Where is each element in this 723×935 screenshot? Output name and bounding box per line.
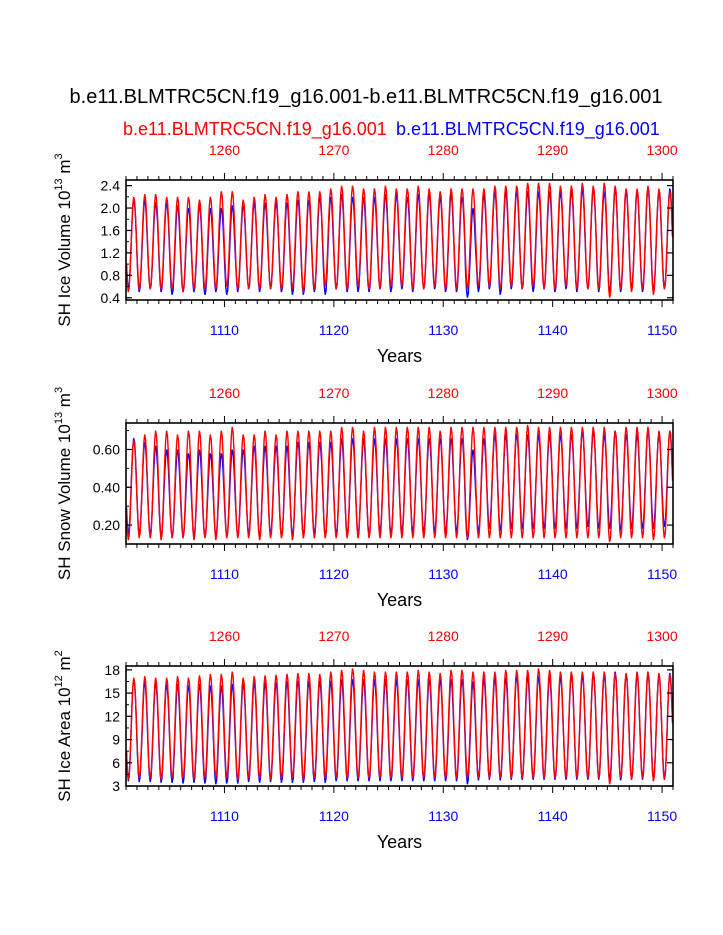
y-tick-label: 0.40 — [93, 479, 120, 495]
y-tick-label: 2.0 — [101, 200, 121, 216]
x-tick-label: 1110 — [210, 808, 239, 824]
x-axis-label: Years — [377, 590, 422, 610]
x-tick-label: 1110 — [210, 566, 239, 582]
panel-3: 3 6 9 12 15 18 1110 1120 1130 1140 1150 1260 1270 128… — [53, 628, 678, 852]
y-tick-label: 0.20 — [93, 517, 120, 533]
y-tick-label: 0.60 — [93, 441, 120, 457]
top-x-tick-label: 1290 — [537, 142, 568, 158]
top-x-tick-label: 1260 — [209, 628, 240, 644]
panel-1: 0.4 0.8 1.2 1.6 2.0 2.4 1110 1120 1130 1140 1150 12… — [53, 142, 678, 366]
legend-blue-label: b.e11.BLMTRC5CN.f19_g16.001 — [396, 119, 660, 140]
y-tick-label: 15 — [104, 685, 120, 701]
y-tick-label: 18 — [104, 662, 120, 678]
y-tick-label: 6 — [112, 755, 120, 771]
panel-2: 0.20 0.40 0.60 1110 1120 1130 1140 1150 1260 1270… — [53, 385, 678, 610]
x-tick-label: 1140 — [538, 808, 568, 824]
top-x-tick-label: 1280 — [428, 385, 459, 401]
y-axis-label: SH Ice Area 1012 m2 — [53, 650, 74, 802]
x-tick-label: 1150 — [647, 322, 677, 338]
x-tick-label: 1140 — [538, 322, 568, 338]
y-tick-label: 0.4 — [101, 290, 121, 306]
y-tick-label: 1.6 — [101, 222, 121, 238]
y-axis-label: SH Ice Volume 1013 m3 — [53, 153, 74, 326]
top-x-tick-label: 1290 — [537, 628, 568, 644]
x-tick-label: 1120 — [319, 322, 349, 338]
y-tick-label: 12 — [104, 708, 120, 724]
x-tick-label: 1150 — [647, 808, 677, 824]
y-tick-label: 0.8 — [101, 267, 121, 283]
x-tick-label: 1150 — [647, 566, 677, 582]
series-line-red — [126, 182, 673, 298]
top-x-tick-label: 1260 — [209, 142, 240, 158]
top-x-tick-label: 1260 — [209, 385, 240, 401]
top-x-tick-label: 1290 — [537, 385, 568, 401]
top-x-tick-label: 1300 — [646, 385, 677, 401]
top-x-tick-label: 1300 — [646, 142, 677, 158]
top-x-tick-label: 1270 — [318, 628, 349, 644]
series-line-red — [126, 424, 673, 543]
x-tick-label: 1120 — [319, 808, 349, 824]
legend-red-label: b.e11.BLMTRC5CN.f19_g16.001 — [123, 119, 387, 140]
y-tick-label: 2.4 — [101, 178, 121, 194]
x-tick-label: 1130 — [428, 808, 458, 824]
y-axis-label: SH Snow Volume 1013 m3 — [53, 387, 74, 580]
x-tick-label: 1110 — [210, 322, 239, 338]
x-tick-label: 1120 — [319, 566, 349, 582]
top-x-tick-label: 1300 — [646, 628, 677, 644]
x-tick-label: 1140 — [538, 566, 568, 582]
top-x-tick-label: 1270 — [318, 385, 349, 401]
y-tick-label: 1.2 — [101, 245, 121, 261]
chart-panels: 0.4 0.8 1.2 1.6 2.0 2.4 1110 1120 1130 1140 1150 12… — [53, 142, 678, 852]
top-x-tick-label: 1280 — [428, 628, 459, 644]
series-line-red — [126, 668, 673, 785]
top-x-tick-label: 1270 — [318, 142, 349, 158]
x-axis-label: Years — [377, 346, 422, 366]
figure-title: b.e11.BLMTRC5CN.f19_g16.001-b.e11.BLMTRC… — [70, 86, 663, 108]
x-tick-label: 1130 — [428, 566, 458, 582]
y-tick-label: 3 — [112, 778, 120, 794]
x-tick-label: 1130 — [428, 322, 458, 338]
top-x-tick-label: 1280 — [428, 142, 459, 158]
x-axis-label: Years — [377, 832, 422, 852]
y-tick-label: 9 — [112, 732, 120, 748]
